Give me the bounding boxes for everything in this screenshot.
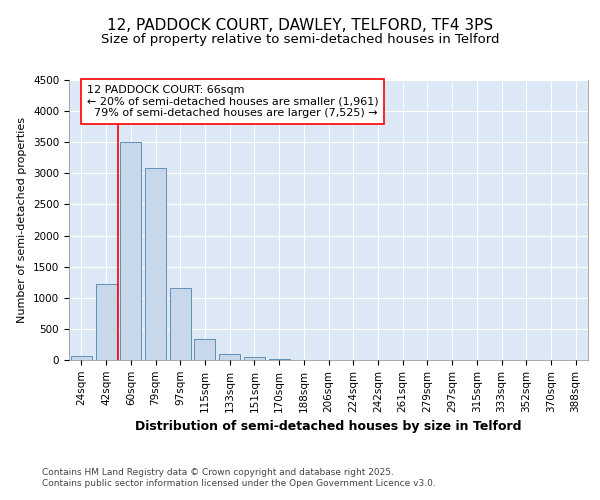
Bar [219,354,240,360]
Text: Contains HM Land Registry data © Crown copyright and database right 2025.
Contai: Contains HM Land Registry data © Crown c… [42,468,436,487]
Bar [71,356,92,360]
Bar [145,168,166,360]
Bar [120,142,141,360]
Text: Size of property relative to semi-detached houses in Telford: Size of property relative to semi-detach… [101,32,499,46]
Bar [95,284,116,360]
Text: 12 PADDOCK COURT: 66sqm
← 20% of semi-detached houses are smaller (1,961)
  79% : 12 PADDOCK COURT: 66sqm ← 20% of semi-de… [87,85,379,118]
Bar [244,357,265,360]
Bar [170,288,191,360]
Bar [194,339,215,360]
Text: 12, PADDOCK COURT, DAWLEY, TELFORD, TF4 3PS: 12, PADDOCK COURT, DAWLEY, TELFORD, TF4 … [107,18,493,32]
X-axis label: Distribution of semi-detached houses by size in Telford: Distribution of semi-detached houses by … [135,420,522,433]
Y-axis label: Number of semi-detached properties: Number of semi-detached properties [17,117,28,323]
